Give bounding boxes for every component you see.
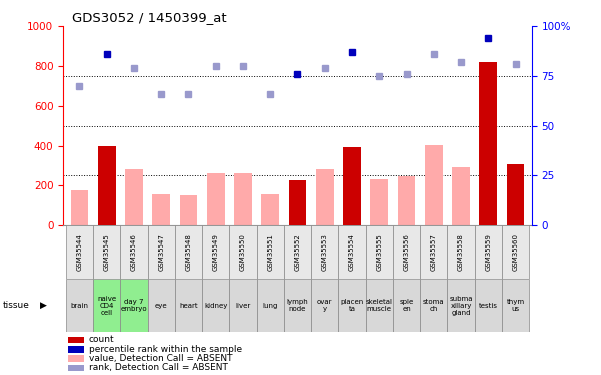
Text: subma
xillary
gland: subma xillary gland	[450, 296, 473, 316]
Text: eye: eye	[155, 303, 168, 309]
Bar	[507, 164, 525, 225]
Text: GSM35547: GSM35547	[158, 233, 164, 271]
Bar	[370, 179, 388, 225]
Text: GSM35546: GSM35546	[131, 233, 137, 271]
Bar	[284, 279, 311, 332]
Text: GSM35558: GSM35558	[458, 233, 464, 271]
Text: day 7
embryо: day 7 embryо	[121, 299, 147, 312]
Text: liver: liver	[236, 303, 251, 309]
Bar	[180, 195, 197, 225]
Bar	[420, 225, 447, 279]
Text: percentile rank within the sample: percentile rank within the sample	[89, 345, 242, 354]
Bar	[452, 167, 470, 225]
Bar	[153, 194, 170, 225]
Text: rank, Detection Call = ABSENT: rank, Detection Call = ABSENT	[89, 363, 228, 372]
Bar	[398, 176, 415, 225]
Bar	[365, 279, 393, 332]
Bar	[480, 62, 497, 225]
Bar	[125, 170, 143, 225]
Bar	[502, 225, 529, 279]
Bar	[66, 279, 93, 332]
Text: GSM35553: GSM35553	[322, 233, 328, 271]
Bar	[66, 225, 93, 279]
Text: ovar
y: ovar y	[317, 299, 332, 312]
Bar	[261, 194, 279, 225]
Bar	[311, 225, 338, 279]
Bar	[230, 279, 257, 332]
Bar	[316, 170, 334, 225]
Bar	[393, 225, 420, 279]
Text: GSM35557: GSM35557	[431, 233, 437, 271]
Text: GSM35551: GSM35551	[267, 233, 273, 271]
Bar	[338, 279, 365, 332]
Bar	[447, 279, 475, 332]
Bar	[207, 173, 225, 225]
Text: ▶: ▶	[40, 301, 47, 310]
Text: sple
en: sple en	[400, 299, 413, 312]
Text: skeletal
muscle: skeletal muscle	[366, 299, 393, 312]
Text: GSM35559: GSM35559	[485, 233, 491, 271]
Bar	[230, 225, 257, 279]
Text: kidney: kidney	[204, 303, 227, 309]
Bar	[502, 279, 529, 332]
Text: GSM35560: GSM35560	[513, 233, 519, 271]
Text: GDS3052 / 1450399_at: GDS3052 / 1450399_at	[73, 11, 227, 24]
Text: GSM35555: GSM35555	[376, 233, 382, 271]
Text: brain: brain	[70, 303, 88, 309]
Text: tissue: tissue	[3, 301, 30, 310]
Bar	[70, 190, 88, 225]
Text: GSM35550: GSM35550	[240, 233, 246, 271]
Bar	[120, 279, 148, 332]
Bar	[257, 279, 284, 332]
Text: naive
CD4
cell: naive CD4 cell	[97, 296, 116, 316]
Text: lymph
node: lymph node	[287, 299, 308, 312]
Text: GSM35544: GSM35544	[76, 233, 82, 271]
Bar	[365, 225, 393, 279]
Bar	[338, 225, 365, 279]
Bar	[175, 279, 202, 332]
Bar	[288, 180, 307, 225]
Bar	[343, 147, 361, 225]
Text: GSM35545: GSM35545	[104, 233, 110, 271]
Bar	[98, 146, 115, 225]
Bar	[447, 225, 475, 279]
Bar	[120, 225, 148, 279]
Text: lung: lung	[263, 303, 278, 309]
Bar	[68, 356, 84, 362]
Text: value, Detection Call = ABSENT: value, Detection Call = ABSENT	[89, 354, 233, 363]
Text: GSM35548: GSM35548	[186, 233, 192, 271]
Text: count: count	[89, 335, 115, 344]
Bar	[175, 225, 202, 279]
Bar	[148, 225, 175, 279]
Text: GSM35549: GSM35549	[213, 233, 219, 271]
Text: heart: heart	[179, 303, 198, 309]
Bar	[68, 364, 84, 371]
Bar	[425, 144, 442, 225]
Bar	[148, 279, 175, 332]
Bar	[234, 173, 252, 225]
Bar	[93, 225, 120, 279]
Bar	[202, 279, 230, 332]
Bar	[68, 346, 84, 352]
Text: testis: testis	[479, 303, 498, 309]
Text: GSM35556: GSM35556	[403, 233, 409, 271]
Text: placen
ta: placen ta	[340, 299, 364, 312]
Bar	[68, 337, 84, 343]
Bar	[284, 225, 311, 279]
Text: thym
us: thym us	[507, 299, 525, 312]
Bar	[311, 279, 338, 332]
Bar	[420, 279, 447, 332]
Bar	[393, 279, 420, 332]
Bar	[93, 279, 120, 332]
Bar	[475, 279, 502, 332]
Text: GSM35552: GSM35552	[294, 233, 300, 271]
Bar	[257, 225, 284, 279]
Text: GSM35554: GSM35554	[349, 233, 355, 271]
Text: stoma
ch: stoma ch	[423, 299, 445, 312]
Bar	[202, 225, 230, 279]
Bar	[475, 225, 502, 279]
